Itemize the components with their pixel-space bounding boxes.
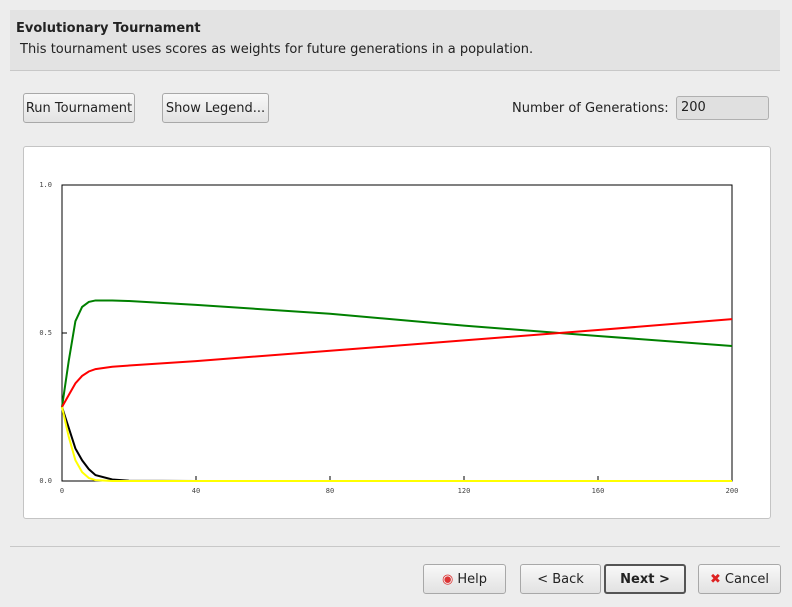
y-tick-label: 0.0 — [39, 477, 52, 485]
plot-frame — [61, 184, 733, 482]
series-line — [61, 299, 733, 408]
chart-panel: 0 40 80 120 160 200 0.0 0.5 1.0 — [23, 146, 771, 519]
series-line — [61, 406, 732, 482]
series-line — [61, 318, 733, 408]
x-tick-label: 120 — [458, 487, 471, 495]
header-subtitle: This tournament uses scores as weights f… — [20, 42, 534, 57]
x-tick-label: 200 — [726, 487, 739, 495]
header-title: Evolutionary Tournament — [16, 21, 201, 36]
help-label: Help — [457, 571, 487, 587]
chart: 0 40 80 120 160 200 0.0 0.5 1.0 — [39, 181, 739, 495]
header: Evolutionary Tournament This tournament … — [10, 10, 780, 71]
generations-spinner[interactable]: 200 — [676, 96, 769, 120]
cancel-label: Cancel — [724, 571, 769, 587]
x-tick-label: 0 — [60, 487, 64, 495]
cancel-icon: ✖ — [710, 571, 721, 587]
x-tick-label: 160 — [592, 487, 605, 495]
series-line — [61, 406, 732, 482]
separator — [10, 546, 780, 547]
x-tick-label: 40 — [192, 487, 200, 495]
cancel-button[interactable]: ✖ Cancel — [698, 564, 781, 594]
generations-label: Number of Generations: — [512, 101, 669, 116]
next-button[interactable]: Next > — [604, 564, 686, 594]
run-button[interactable]: Run Tournament — [23, 93, 135, 123]
x-tick-label: 80 — [326, 487, 334, 495]
back-button[interactable]: < Back — [520, 564, 601, 594]
help-button[interactable]: ◉ Help — [423, 564, 506, 594]
help-icon: ◉ — [442, 571, 454, 587]
y-tick-label: 1.0 — [39, 181, 52, 189]
legend-button[interactable]: Show Legend... — [162, 93, 269, 123]
y-tick-label: 0.5 — [39, 329, 52, 337]
